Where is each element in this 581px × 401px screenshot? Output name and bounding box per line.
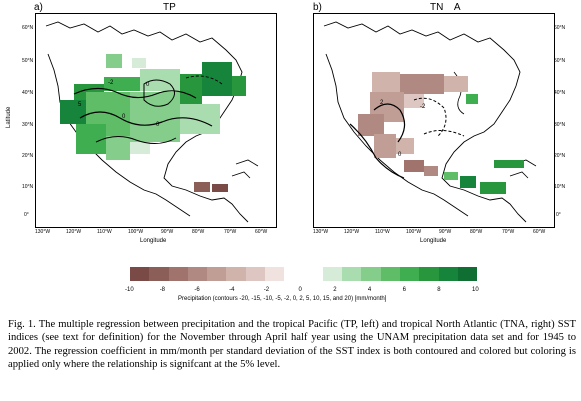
contour-label: 2	[380, 100, 384, 106]
lon-tick: 130°W	[35, 229, 51, 235]
lon-tick: 70°W	[224, 229, 237, 235]
lon-tick: 120°W	[344, 229, 360, 235]
lon-tick: 100°W	[406, 229, 422, 235]
lat-tick: 50°N	[554, 58, 566, 64]
colorbar-tick-label: 6	[402, 287, 406, 293]
colorbar-tick-label: 8	[437, 287, 441, 293]
colorbar-swatch	[264, 267, 285, 281]
panel-a-title: TP	[163, 2, 176, 13]
lat-tick: 40°N	[22, 90, 34, 96]
panel-b-xlabel: Longitude	[420, 238, 447, 244]
colorbar-swatch	[419, 267, 439, 281]
colorbar-swatch	[399, 267, 420, 281]
lon-tick: 60°W	[533, 229, 546, 235]
map-b-svg: 2 -2 0	[323, 21, 537, 223]
lon-tick: 80°W	[192, 229, 205, 235]
lat-tick: 50°N	[22, 58, 34, 64]
lon-tick: 130°W	[313, 229, 329, 235]
lon-tick: 120°W	[66, 229, 82, 235]
lon-tick: 100°W	[128, 229, 144, 235]
lon-tick: 110°W	[375, 229, 390, 235]
panel-a-xlabel: Longitude	[140, 238, 167, 244]
colorbar-swatch	[380, 267, 400, 281]
colorbar-tick-label: 4	[367, 287, 372, 293]
lat-tick: 10°N	[554, 184, 566, 190]
lat-tick: 0°	[556, 212, 561, 218]
lon-tick: 80°W	[470, 229, 483, 235]
colorbar-swatch	[245, 267, 265, 281]
colorbar-tick-label: -6	[194, 287, 200, 293]
map-panel-b: 2 -2 0	[313, 13, 555, 228]
colorbar-swatch	[457, 267, 478, 281]
lat-tick: 0°	[24, 212, 29, 218]
lon-tick: 90°W	[439, 229, 452, 235]
panel-b-label: b)	[313, 2, 322, 13]
contour-label: 0	[156, 122, 160, 128]
colorbar-tick-label: -2	[263, 287, 270, 293]
figure-caption: Fig. 1. The multiple regression between …	[8, 319, 576, 371]
contour-label: -2	[420, 104, 426, 110]
lon-tick: 110°W	[97, 229, 112, 235]
lat-tick: 60°N	[554, 25, 566, 31]
colorbar-swatch	[130, 267, 150, 281]
contour-label: -2	[108, 80, 114, 86]
map-panel-a: -2 0 5 0 0	[35, 13, 277, 228]
colorbar-tick-label: -10	[125, 287, 134, 293]
contour-label: 0	[398, 152, 402, 158]
panel-a-label: a)	[34, 2, 43, 13]
map-a-svg: -2 0 5 0 0	[45, 21, 259, 223]
colorbar-tick-label: -4	[229, 287, 235, 293]
colorbar-swatch	[207, 267, 227, 281]
colorbar-swatch	[303, 267, 323, 281]
lon-tick: 70°W	[502, 229, 515, 235]
colorbar-tick-label: -8	[159, 287, 166, 293]
lat-tick: 20°N	[22, 153, 34, 159]
colorbar-swatch	[342, 267, 362, 281]
colorbar-swatch	[168, 267, 188, 281]
lat-tick: 40°N	[554, 90, 566, 96]
colorbar-tick-label: 2	[333, 287, 337, 293]
shading-a	[60, 54, 246, 192]
shading-b	[358, 72, 524, 194]
lat-tick: 20°N	[554, 153, 566, 159]
colorbar-caption: Precipitation (contours -20, -15, -10, -…	[178, 296, 387, 302]
lat-tick: 10°N	[22, 184, 34, 190]
lon-tick: 60°W	[255, 229, 268, 235]
colorbar-swatch	[438, 267, 458, 281]
lon-tick: 90°W	[161, 229, 174, 235]
colorbar-swatch	[187, 267, 208, 281]
lat-tick: 60°N	[22, 25, 34, 31]
colorbar-swatch	[322, 267, 343, 281]
contour-label: 0	[122, 114, 126, 120]
colorbar-swatch	[149, 267, 169, 281]
lat-tick: 30°N	[22, 122, 34, 128]
colorbar-swatch	[226, 267, 246, 281]
colorbar-swatch	[361, 267, 381, 281]
contour-label: 5	[78, 102, 82, 108]
colorbar-swatch	[284, 267, 304, 281]
contour-label: 0	[146, 82, 150, 88]
colorbar-tick-label: 10	[472, 287, 479, 293]
lat-tick: 30°N	[554, 122, 566, 128]
panel-b-title: TN A	[430, 2, 461, 13]
colorbar	[130, 267, 478, 281]
panel-a-ylabel: Latitude	[6, 106, 12, 128]
colorbar-tick-label: 0	[298, 287, 302, 293]
